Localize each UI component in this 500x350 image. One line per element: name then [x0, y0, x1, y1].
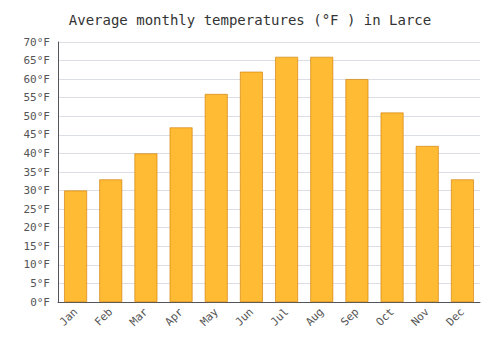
svg-text:35°F: 35°F	[24, 166, 51, 179]
svg-text:0°F: 0°F	[30, 296, 50, 309]
svg-text:55°F: 55°F	[24, 91, 51, 104]
svg-text:Jul: Jul	[268, 305, 291, 328]
svg-text:Oct: Oct	[373, 305, 396, 328]
svg-text:40°F: 40°F	[24, 147, 51, 160]
svg-text:70°F: 70°F	[24, 36, 51, 49]
svg-text:65°F: 65°F	[24, 54, 51, 67]
svg-text:10°F: 10°F	[24, 258, 51, 271]
svg-text:50°F: 50°F	[24, 110, 51, 123]
svg-text:60°F: 60°F	[24, 73, 51, 86]
svg-text:Apr: Apr	[162, 305, 185, 328]
svg-text:15°F: 15°F	[24, 240, 51, 253]
svg-text:20°F: 20°F	[24, 221, 51, 234]
svg-text:Aug: Aug	[303, 305, 326, 328]
svg-text:Feb: Feb	[92, 305, 115, 328]
svg-text:Sep: Sep	[338, 305, 361, 328]
svg-text:45°F: 45°F	[24, 128, 51, 141]
svg-text:Dec: Dec	[444, 305, 467, 328]
svg-text:25°F: 25°F	[24, 203, 51, 216]
svg-text:Average monthly temperatures (: Average monthly temperatures (°F ) in La…	[69, 12, 431, 28]
svg-text:Nov: Nov	[409, 305, 432, 328]
svg-text:5°F: 5°F	[30, 277, 50, 290]
svg-text:Mar: Mar	[127, 305, 150, 328]
svg-text:Jun: Jun	[233, 305, 256, 328]
svg-text:May: May	[198, 305, 221, 328]
svg-text:Jan: Jan	[57, 305, 80, 328]
svg-text:30°F: 30°F	[24, 184, 51, 197]
